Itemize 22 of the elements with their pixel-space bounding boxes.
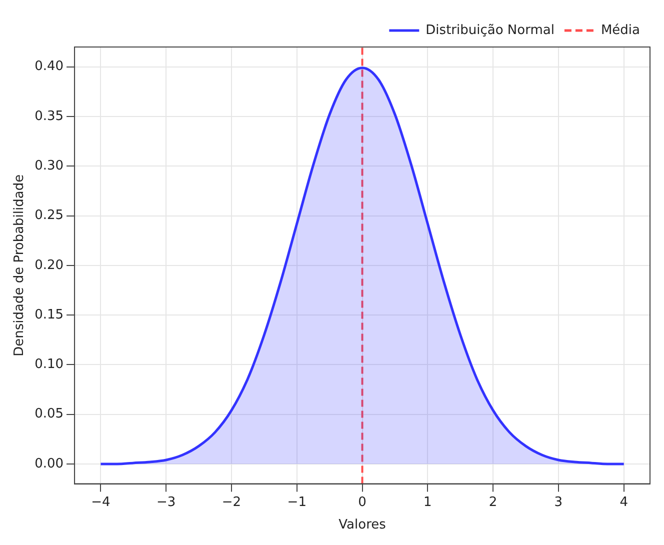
x-tick-label: 3 xyxy=(554,494,563,510)
x-axis-title: Valores xyxy=(338,518,386,533)
y-tick-label: 0.25 xyxy=(34,208,64,224)
y-tick-label: 0.00 xyxy=(34,456,64,472)
legend-label: Média xyxy=(600,22,640,38)
x-tick-label: 0 xyxy=(358,494,366,510)
y-tick-label: 0.15 xyxy=(34,307,64,322)
x-tick-label: −2 xyxy=(222,494,242,510)
y-tick-label: 0.10 xyxy=(34,357,64,372)
y-tick-label: 0.05 xyxy=(34,406,64,422)
x-tick-label: 2 xyxy=(488,494,498,510)
x-tick-label: −1 xyxy=(287,494,306,510)
legend-label: Distribuição Normal xyxy=(426,22,554,38)
x-tick-label: 1 xyxy=(424,494,432,510)
y-axis-title: Densidade de Probabilidade xyxy=(12,174,28,356)
x-tick-label: −4 xyxy=(91,494,110,510)
x-tick-label: −3 xyxy=(156,494,176,510)
x-tick-label: 4 xyxy=(620,494,628,510)
y-tick-label: 0.30 xyxy=(34,158,64,174)
y-tick-label: 0.20 xyxy=(34,258,64,273)
y-tick-label: 0.35 xyxy=(34,108,64,124)
y-tick-label: 0.40 xyxy=(34,59,64,74)
